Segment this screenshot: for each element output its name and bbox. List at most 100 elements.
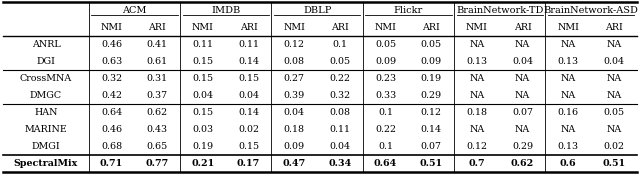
Text: ANRL: ANRL (31, 40, 60, 49)
Text: ARI: ARI (240, 23, 257, 32)
Text: IMDB: IMDB (211, 6, 241, 15)
Text: 0.07: 0.07 (420, 142, 442, 151)
Text: 0.13: 0.13 (467, 57, 488, 66)
Text: 0.11: 0.11 (330, 125, 351, 134)
Text: ACM: ACM (122, 6, 147, 15)
Text: DGI: DGI (36, 57, 56, 66)
Text: 0.64: 0.64 (374, 159, 397, 168)
Text: 0.23: 0.23 (375, 74, 396, 83)
Text: 0.6: 0.6 (560, 159, 577, 168)
Text: 0.29: 0.29 (512, 142, 533, 151)
Text: 0.62: 0.62 (511, 159, 534, 168)
Text: 0.02: 0.02 (238, 125, 259, 134)
Text: 0.1: 0.1 (378, 142, 393, 151)
Text: 0.18: 0.18 (284, 125, 305, 134)
Text: 0.22: 0.22 (375, 125, 396, 134)
Text: 0.04: 0.04 (330, 142, 351, 151)
Text: 0.37: 0.37 (147, 91, 168, 100)
Text: HAN: HAN (34, 108, 58, 117)
Text: DBLP: DBLP (303, 6, 332, 15)
Text: 0.29: 0.29 (420, 91, 442, 100)
Text: 0.16: 0.16 (557, 108, 579, 117)
Text: NA: NA (515, 40, 531, 49)
Text: NA: NA (561, 125, 576, 134)
Text: 0.21: 0.21 (191, 159, 214, 168)
Text: 0.08: 0.08 (330, 108, 351, 117)
Text: CrossMNA: CrossMNA (20, 74, 72, 83)
Text: DMGC: DMGC (30, 91, 62, 100)
Text: ARI: ARI (331, 23, 349, 32)
Text: 0.33: 0.33 (375, 91, 396, 100)
Text: NA: NA (469, 125, 484, 134)
Text: 0.22: 0.22 (330, 74, 351, 83)
Text: 0.41: 0.41 (147, 40, 168, 49)
Text: 0.43: 0.43 (147, 125, 168, 134)
Text: 0.04: 0.04 (604, 57, 625, 66)
Text: NMI: NMI (100, 23, 122, 32)
Text: BrainNetwork-TD: BrainNetwork-TD (456, 6, 543, 15)
Text: NMI: NMI (557, 23, 579, 32)
Text: 0.07: 0.07 (512, 108, 533, 117)
Text: 0.1: 0.1 (378, 108, 393, 117)
Text: 0.15: 0.15 (193, 108, 214, 117)
Text: NA: NA (561, 74, 576, 83)
Text: 0.18: 0.18 (467, 108, 488, 117)
Text: NA: NA (606, 74, 621, 83)
Text: Flickr: Flickr (394, 6, 423, 15)
Text: 0.63: 0.63 (101, 57, 122, 66)
Text: 0.08: 0.08 (284, 57, 305, 66)
Text: 0.13: 0.13 (557, 57, 579, 66)
Text: 0.11: 0.11 (238, 40, 259, 49)
Text: 0.04: 0.04 (284, 108, 305, 117)
Text: NA: NA (606, 91, 621, 100)
Text: 0.68: 0.68 (101, 142, 122, 151)
Text: NMI: NMI (284, 23, 305, 32)
Text: 0.7: 0.7 (468, 159, 485, 168)
Text: 0.09: 0.09 (420, 57, 442, 66)
Text: ARI: ARI (605, 23, 623, 32)
Text: 0.51: 0.51 (420, 159, 443, 168)
Text: 0.03: 0.03 (193, 125, 214, 134)
Text: 0.12: 0.12 (284, 40, 305, 49)
Text: 0.09: 0.09 (284, 142, 305, 151)
Text: 0.61: 0.61 (147, 57, 168, 66)
Text: NA: NA (561, 40, 576, 49)
Text: ARI: ARI (148, 23, 166, 32)
Text: 0.46: 0.46 (101, 40, 122, 49)
Text: 0.27: 0.27 (284, 74, 305, 83)
Text: NMI: NMI (466, 23, 488, 32)
Text: 0.04: 0.04 (238, 91, 259, 100)
Text: NA: NA (606, 125, 621, 134)
Text: BrainNetwork-ASD: BrainNetwork-ASD (544, 6, 639, 15)
Text: NA: NA (515, 125, 531, 134)
Text: 0.14: 0.14 (420, 125, 442, 134)
Text: 0.1: 0.1 (332, 40, 348, 49)
Text: 0.31: 0.31 (147, 74, 168, 83)
Text: 0.05: 0.05 (420, 40, 442, 49)
Text: 0.15: 0.15 (238, 142, 259, 151)
Text: NA: NA (469, 40, 484, 49)
Text: NA: NA (469, 74, 484, 83)
Text: 0.46: 0.46 (101, 125, 122, 134)
Text: 0.04: 0.04 (512, 57, 533, 66)
Text: NA: NA (515, 74, 531, 83)
Text: ARI: ARI (422, 23, 440, 32)
Text: NMI: NMI (374, 23, 397, 32)
Text: 0.77: 0.77 (146, 159, 169, 168)
Text: 0.62: 0.62 (147, 108, 168, 117)
Text: 0.19: 0.19 (193, 142, 214, 151)
Text: NA: NA (606, 40, 621, 49)
Text: 0.15: 0.15 (193, 74, 214, 83)
Text: 0.51: 0.51 (602, 159, 625, 168)
Text: 0.32: 0.32 (330, 91, 351, 100)
Text: 0.05: 0.05 (375, 40, 396, 49)
Text: 0.15: 0.15 (193, 57, 214, 66)
Text: 0.05: 0.05 (330, 57, 351, 66)
Text: ARI: ARI (514, 23, 531, 32)
Text: 0.34: 0.34 (328, 159, 351, 168)
Text: 0.64: 0.64 (101, 108, 122, 117)
Text: MARINE: MARINE (24, 125, 67, 134)
Text: 0.04: 0.04 (193, 91, 213, 100)
Text: 0.71: 0.71 (100, 159, 123, 168)
Text: 0.05: 0.05 (604, 108, 625, 117)
